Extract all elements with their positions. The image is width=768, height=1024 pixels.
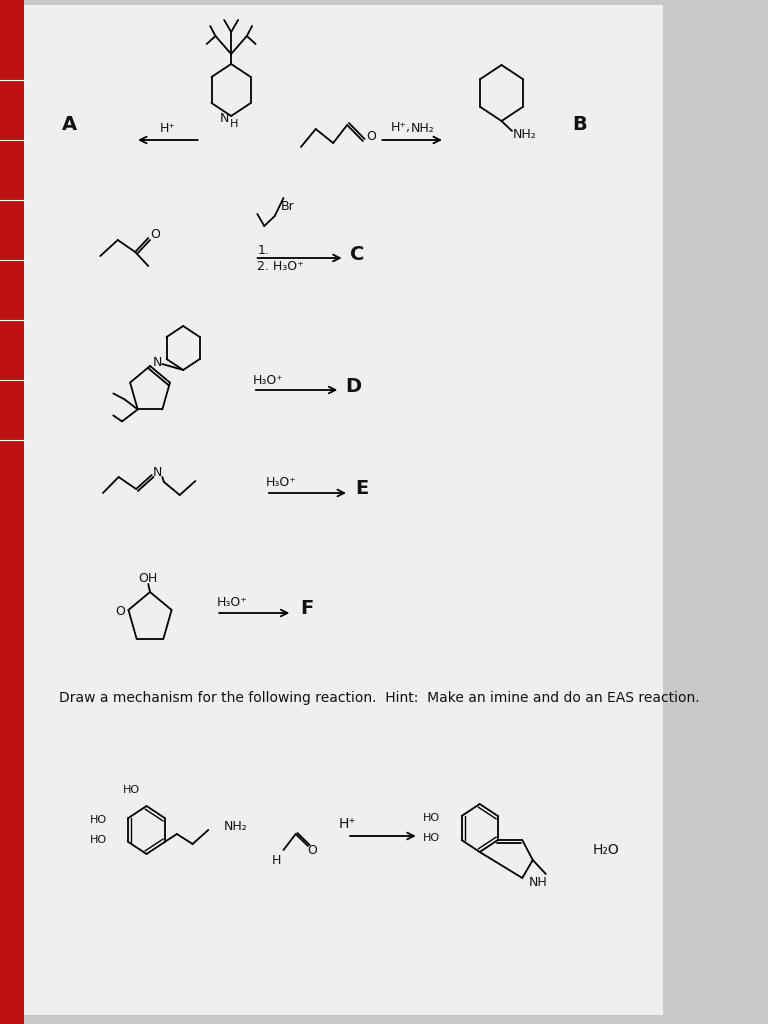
Text: HO: HO bbox=[422, 833, 440, 843]
Text: N: N bbox=[152, 355, 162, 369]
Text: HO: HO bbox=[90, 815, 107, 825]
Text: HO: HO bbox=[90, 835, 107, 845]
Text: F: F bbox=[300, 598, 313, 617]
Text: H⁺: H⁺ bbox=[160, 123, 175, 135]
Text: H: H bbox=[272, 853, 281, 866]
Text: N: N bbox=[153, 466, 163, 478]
Text: H₃O⁺: H₃O⁺ bbox=[253, 374, 284, 386]
Text: O: O bbox=[114, 605, 124, 618]
Text: Draw a mechanism for the following reaction.  Hint:  Make an imine and do an EAS: Draw a mechanism for the following react… bbox=[59, 691, 700, 705]
Bar bbox=[0, 0, 25, 1024]
Text: E: E bbox=[356, 479, 369, 499]
Text: O: O bbox=[151, 227, 161, 241]
Text: 2. H₃O⁺: 2. H₃O⁺ bbox=[257, 259, 304, 272]
Text: HO: HO bbox=[422, 813, 440, 823]
Text: NH: NH bbox=[528, 877, 548, 890]
Text: H⁺: H⁺ bbox=[339, 817, 356, 831]
Text: OH: OH bbox=[139, 571, 158, 585]
Text: C: C bbox=[350, 245, 365, 263]
Text: O: O bbox=[366, 130, 376, 143]
Text: HO: HO bbox=[122, 785, 140, 795]
Text: O: O bbox=[307, 844, 317, 856]
Text: H₃O⁺: H₃O⁺ bbox=[217, 597, 247, 609]
Text: Br: Br bbox=[281, 200, 295, 213]
Text: N: N bbox=[220, 112, 229, 125]
Text: NH₂: NH₂ bbox=[512, 128, 536, 141]
Text: H₃O⁺: H₃O⁺ bbox=[266, 476, 297, 489]
Text: D: D bbox=[345, 377, 361, 395]
Text: B: B bbox=[573, 116, 588, 134]
Text: H₂O: H₂O bbox=[593, 843, 620, 857]
Text: H⁺,: H⁺, bbox=[391, 122, 411, 134]
FancyBboxPatch shape bbox=[22, 5, 663, 1015]
Text: 1.: 1. bbox=[257, 244, 269, 256]
Text: NH₂: NH₂ bbox=[411, 122, 435, 134]
Text: H: H bbox=[230, 119, 238, 129]
Text: A: A bbox=[62, 116, 78, 134]
Text: NH₂: NH₂ bbox=[224, 819, 248, 833]
